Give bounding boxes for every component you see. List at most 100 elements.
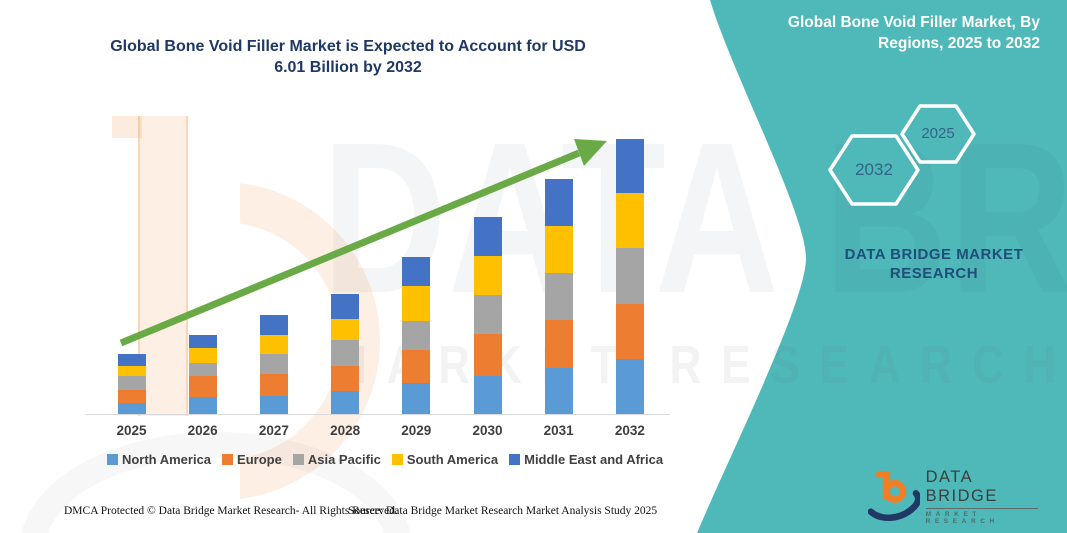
bar-segment-asia-pacific-2030 [473, 295, 502, 335]
bar-segment-north-america-2028 [331, 390, 360, 415]
side-panel-brand-line1: DATA BRIDGE MARKET [844, 246, 1024, 263]
hexagon-2025-label: 2025 [921, 125, 955, 142]
bar-segment-asia-pacific-2026 [188, 362, 217, 376]
bar-2031 [544, 178, 573, 415]
bar-segment-europe-2025 [117, 389, 146, 403]
bar-segment-middle-east-and-africa-2029 [402, 257, 431, 287]
side-panel-brand-text: DATA BRIDGE MARKET RESEARCH [828, 245, 1040, 283]
legend: North America Europe Asia Pacific South Ame… [85, 452, 685, 467]
legend-swatch-icon [292, 454, 304, 465]
bar-segment-europe-2027 [259, 373, 288, 397]
data-bridge-logo-icon [868, 471, 920, 521]
bar-2028 [331, 294, 360, 415]
logo-name-text: DATA BRIDGE [925, 467, 998, 505]
x-axis-label-2032: 2032 [614, 423, 645, 438]
hexagon-2025 [900, 104, 976, 164]
bar-segment-asia-pacific-2032 [615, 248, 644, 304]
chart-title-line2: 6.01 Billion by 2032 [274, 59, 422, 76]
legend-item-north-america: North America [106, 452, 212, 467]
legend-label: Asia Pacific [307, 452, 381, 467]
bar-segment-europe-2032 [615, 303, 644, 360]
bar-2029 [402, 257, 431, 415]
bar-segment-europe-2026 [188, 375, 217, 397]
legend-swatch-icon [222, 454, 234, 465]
hexagon-decoration [828, 104, 976, 206]
x-axis-label-2028: 2028 [330, 423, 361, 438]
hexagon-2032 [828, 134, 920, 206]
legend-item-europe: Europe [222, 452, 282, 467]
legend-item-asia-pacific: Asia Pacific [292, 452, 381, 467]
bar-segment-south-america-2025 [117, 366, 146, 377]
bar-segment-middle-east-and-africa-2028 [331, 294, 360, 320]
bar-segment-asia-pacific-2031 [544, 272, 573, 321]
bar-2027 [259, 315, 288, 415]
bar-segment-north-america-2025 [117, 402, 146, 415]
side-panel-title-line2: Regions, 2025 to 2032 [878, 35, 1040, 52]
bar-segment-asia-pacific-2027 [259, 353, 288, 374]
bar-2030 [473, 217, 502, 415]
bar-segment-middle-east-and-africa-2030 [473, 217, 502, 257]
chart-title-line1: Global Bone Void Filler Market is Expect… [110, 38, 586, 55]
bar-segment-europe-2031 [544, 320, 573, 368]
hexagon-2032-label: 2032 [855, 160, 893, 179]
logo-subtitle-text: MARKET RESEARCH [925, 510, 999, 525]
watermark-text-line1: DATA BRIDGE [322, 97, 1067, 338]
legend-swatch-icon [509, 454, 521, 465]
bar-segment-europe-2029 [402, 349, 431, 383]
legend-label: South America [406, 452, 499, 467]
legend-label: Europe [237, 452, 282, 467]
x-axis-label-2030: 2030 [472, 423, 503, 438]
bar-segment-europe-2030 [473, 334, 502, 376]
bar-segment-asia-pacific-2025 [117, 376, 146, 390]
bar-segment-north-america-2029 [402, 382, 431, 415]
bar-2025 [117, 353, 146, 415]
x-axis-line [85, 414, 670, 415]
legend-swatch-icon [391, 454, 403, 465]
x-axis-label-2027: 2027 [258, 423, 289, 438]
bar-segment-middle-east-and-africa-2032 [615, 138, 644, 194]
legend-item-south-america: South America [391, 452, 499, 467]
x-axis-label-2029: 2029 [401, 423, 432, 438]
bar-segment-south-america-2026 [188, 348, 217, 363]
chart-title: Global Bone Void Filler Market is Expect… [58, 36, 638, 78]
bar-segment-north-america-2031 [544, 367, 573, 415]
bar-segment-south-america-2027 [259, 335, 288, 354]
footer-source-text: Source: Data Bridge Market Research Mark… [348, 505, 658, 517]
bar-segment-north-america-2027 [259, 396, 288, 415]
side-panel-brand-line2: RESEARCH [889, 265, 979, 282]
bar-segment-asia-pacific-2029 [402, 320, 431, 350]
bar-segment-north-america-2030 [473, 375, 502, 415]
logo-divider [925, 507, 1038, 509]
bar-segment-middle-east-and-africa-2027 [259, 315, 288, 336]
legend-label: North America [121, 452, 212, 467]
bar-2026 [188, 334, 217, 415]
bar-segment-middle-east-and-africa-2031 [544, 178, 573, 227]
bar-segment-south-america-2028 [331, 319, 360, 340]
bar-2032 [615, 138, 644, 415]
footer-dmca-text: DMCA Protected © Data Bridge Market Rese… [64, 505, 398, 517]
bar-segment-middle-east-and-africa-2026 [188, 334, 217, 349]
legend-item-middle-east-and-africa: Middle East and Africa [509, 452, 663, 467]
bar-segment-europe-2028 [331, 365, 360, 391]
legend-label: Middle East and Africa [524, 452, 664, 467]
bar-segment-north-america-2032 [615, 359, 644, 415]
side-panel-title-line1: Global Bone Void Filler Market, By [787, 14, 1040, 31]
bar-segment-north-america-2026 [188, 396, 217, 415]
company-logo: DATA BRIDGE MARKET RESEARCH [868, 465, 1050, 527]
x-axis-label-2025: 2025 [116, 423, 147, 438]
logo-b-watermark-stem [138, 116, 188, 416]
bar-segment-south-america-2032 [615, 193, 644, 248]
legend-swatch-icon [106, 454, 118, 465]
bar-segment-south-america-2030 [473, 256, 502, 296]
bar-segment-asia-pacific-2028 [331, 340, 360, 366]
side-panel-title: Global Bone Void Filler Market, By Regio… [726, 12, 1040, 54]
x-axis-label-2031: 2031 [543, 423, 574, 438]
bar-segment-south-america-2029 [402, 286, 431, 321]
x-axis-label-2026: 2026 [187, 423, 218, 438]
bar-segment-south-america-2031 [544, 226, 573, 273]
logo-b-watermark-flag [112, 116, 142, 138]
bar-segment-middle-east-and-africa-2025 [117, 353, 146, 367]
watermark-text-line2: MARKET RESEARCH [330, 335, 1067, 395]
